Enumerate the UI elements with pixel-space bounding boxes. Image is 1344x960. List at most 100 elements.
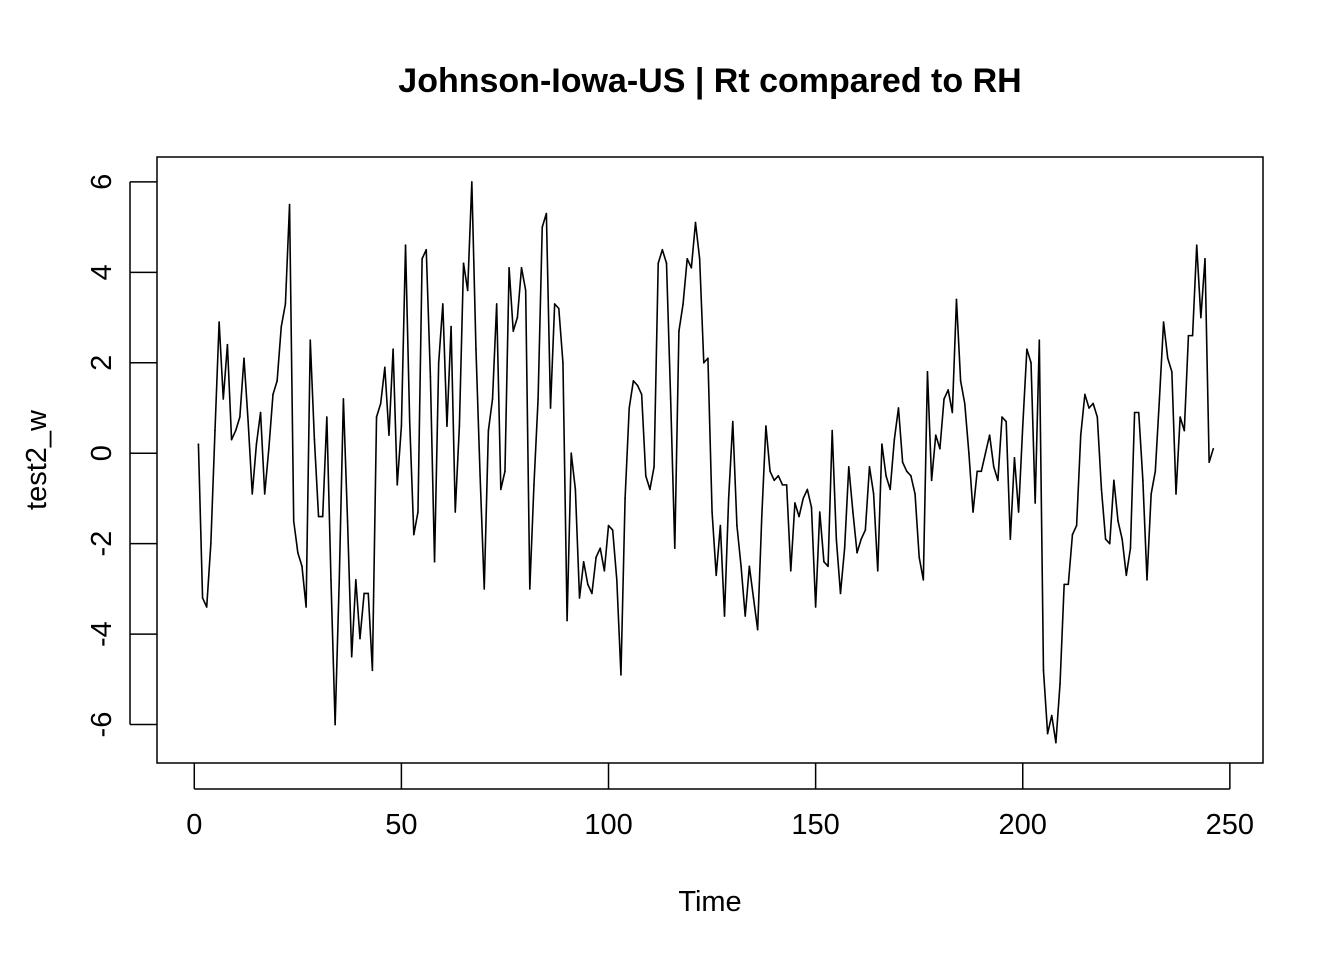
data-point bbox=[914, 493, 916, 495]
data-point bbox=[1001, 416, 1003, 418]
data-point bbox=[1021, 425, 1024, 427]
data-point bbox=[429, 375, 432, 378]
data-point bbox=[744, 615, 747, 617]
data-point bbox=[529, 588, 531, 590]
data-point bbox=[1171, 371, 1173, 373]
y-tick-label: -6 bbox=[86, 712, 118, 738]
data-point bbox=[388, 434, 390, 436]
data-point bbox=[359, 637, 361, 640]
data-point bbox=[230, 438, 233, 441]
data-point bbox=[694, 221, 697, 224]
data-point bbox=[566, 619, 568, 622]
data-point bbox=[963, 402, 966, 405]
y-tick-label: -2 bbox=[86, 531, 118, 557]
data-point bbox=[363, 592, 365, 595]
data-point bbox=[1009, 538, 1012, 540]
data-point bbox=[330, 579, 332, 581]
data-point bbox=[1050, 714, 1053, 717]
data-point bbox=[731, 420, 734, 423]
data-point bbox=[1071, 533, 1074, 536]
data-point bbox=[926, 371, 929, 373]
data-point bbox=[533, 484, 535, 486]
data-point bbox=[976, 470, 978, 473]
data-point bbox=[516, 316, 519, 319]
y-tick-label: 2 bbox=[86, 355, 118, 371]
data-point bbox=[338, 579, 341, 581]
data-point bbox=[255, 443, 258, 445]
data-point bbox=[802, 497, 804, 500]
data-point bbox=[500, 488, 502, 491]
data-point bbox=[226, 343, 229, 346]
data-point bbox=[665, 262, 668, 265]
data-point bbox=[930, 479, 933, 482]
data-point bbox=[1150, 493, 1152, 495]
data-point bbox=[483, 588, 486, 590]
data-point bbox=[624, 497, 626, 500]
data-point bbox=[305, 606, 307, 608]
data-point bbox=[777, 475, 780, 477]
data-point bbox=[471, 181, 473, 183]
data-point bbox=[939, 447, 941, 450]
data-point bbox=[1063, 583, 1065, 586]
data-point bbox=[852, 511, 854, 513]
data-point bbox=[272, 393, 274, 396]
data-point bbox=[599, 547, 602, 549]
data-point bbox=[984, 452, 987, 455]
data-point bbox=[404, 244, 407, 246]
data-point bbox=[1200, 316, 1202, 319]
data-point bbox=[508, 267, 510, 269]
data-point bbox=[1195, 244, 1198, 246]
data-point bbox=[537, 398, 539, 400]
data-point bbox=[897, 407, 900, 409]
data-point bbox=[297, 551, 299, 554]
data-point bbox=[458, 425, 461, 427]
data-point bbox=[736, 524, 738, 527]
data-point bbox=[636, 384, 639, 387]
data-point bbox=[1191, 334, 1194, 337]
data-point bbox=[868, 465, 871, 468]
data-point bbox=[839, 592, 842, 595]
data-point bbox=[901, 461, 904, 464]
data-point bbox=[379, 402, 382, 405]
data-point bbox=[301, 565, 303, 568]
data-point bbox=[715, 574, 718, 577]
data-point bbox=[495, 303, 498, 305]
data-point bbox=[512, 330, 515, 332]
data-point bbox=[657, 262, 660, 265]
data-point bbox=[218, 321, 220, 323]
data-point bbox=[263, 493, 266, 495]
data-point bbox=[1166, 357, 1169, 360]
x-tick-label: 100 bbox=[584, 809, 632, 841]
data-point bbox=[1129, 547, 1132, 549]
data-point bbox=[280, 325, 283, 328]
data-point bbox=[413, 533, 415, 536]
data-point bbox=[885, 475, 887, 477]
data-point bbox=[392, 348, 394, 351]
data-point bbox=[292, 520, 295, 522]
data-point bbox=[251, 493, 254, 495]
data-point bbox=[918, 556, 920, 559]
data-point bbox=[450, 325, 452, 328]
data-point bbox=[1046, 732, 1049, 735]
data-point bbox=[342, 398, 345, 400]
data-point bbox=[810, 506, 813, 509]
data-point bbox=[214, 429, 216, 432]
data-point bbox=[355, 579, 357, 581]
data-point bbox=[785, 484, 788, 486]
data-point bbox=[433, 560, 436, 563]
data-point bbox=[1187, 334, 1190, 337]
data-point bbox=[491, 398, 494, 400]
x-tick-label: 250 bbox=[1206, 809, 1254, 841]
data-point bbox=[702, 361, 705, 364]
data-point bbox=[1104, 538, 1107, 540]
data-point bbox=[350, 655, 353, 658]
data-point bbox=[616, 579, 618, 581]
data-point bbox=[794, 502, 796, 504]
data-point bbox=[980, 470, 983, 473]
plot-frame bbox=[156, 156, 1264, 764]
data-point bbox=[574, 488, 577, 491]
y-axis-label: test2_w bbox=[21, 409, 53, 510]
data-point bbox=[421, 257, 423, 260]
data-point bbox=[222, 398, 225, 400]
data-point bbox=[276, 380, 278, 382]
